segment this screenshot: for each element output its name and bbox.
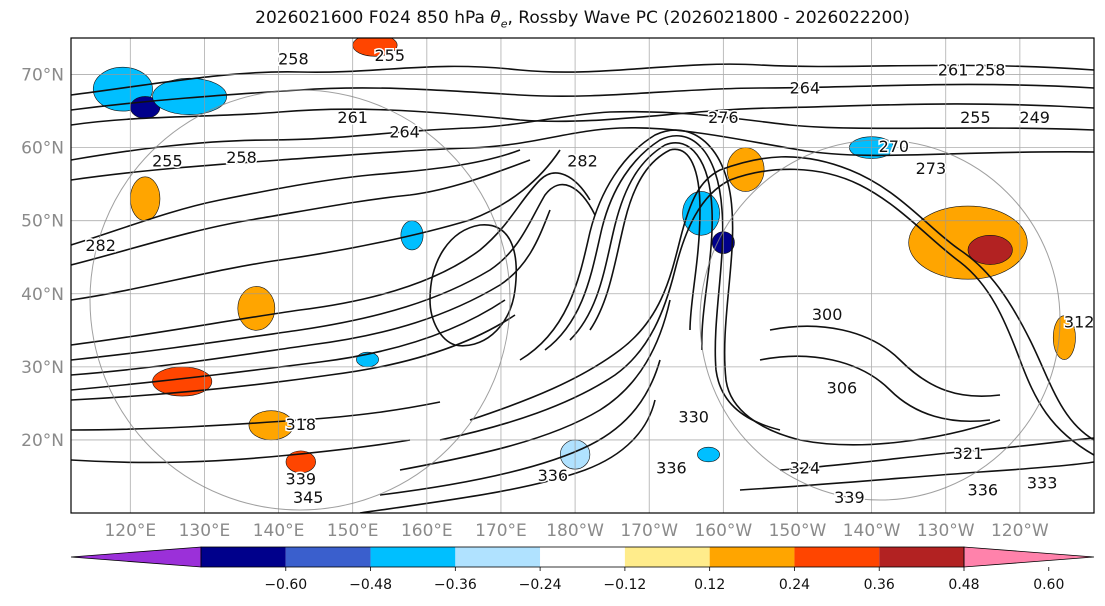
colorbar-segment (370, 547, 456, 567)
colorbar-over-arrow (963, 546, 1095, 568)
contour-label: 255 (960, 108, 991, 127)
colorbar-segment (709, 547, 795, 567)
contour-label: 255 (374, 46, 405, 65)
lon-tick-label: 140°E (253, 521, 305, 541)
projection-circles (89, 89, 1061, 511)
contour-label: 282 (567, 152, 598, 171)
latitude-ticks: 70°N 60°N 50°N 40°N 30°N 20°N (21, 66, 64, 451)
contour-label: 339 (834, 488, 865, 507)
colorbar-tick-label: −0.48 (349, 577, 392, 593)
contour-label: 255 (152, 152, 183, 171)
colorbar-tick-label: −0.36 (434, 577, 477, 593)
contour-label: 273 (916, 159, 947, 178)
lon-tick-label: 140°W (843, 521, 901, 541)
anomaly-patch-9 (1052, 315, 1076, 360)
colorbar-segment (794, 547, 880, 567)
figure-title: 2026021600 F024 850 hPa θe, Rossby Wave … (0, 8, 1105, 30)
contour-label: 336 (968, 481, 999, 500)
contour-label: 261 (938, 60, 969, 79)
lon-tick-label: 120°E (104, 521, 156, 541)
contour-label: 345 (293, 488, 324, 507)
lon-tick-label: 120°W (991, 521, 1049, 541)
colorbar-tick-label: 0.48 (948, 577, 979, 593)
anomaly-patch-6 (726, 147, 765, 192)
contour-label: 270 (879, 137, 910, 156)
colorbar-tick-label: 0.24 (779, 577, 810, 593)
contour-label: 282 (85, 236, 116, 255)
anomaly-patch-8 (967, 235, 1013, 265)
contour-label: 321 (953, 444, 984, 463)
contour-label: 312 (1064, 313, 1095, 332)
colorbar-under-arrow (70, 546, 202, 568)
colorbar-segment (879, 547, 964, 567)
contour-labels: 258 255 261 264 258 255 282 282 276 264 261 258 255 2… (84, 44, 1095, 508)
colorbar-tick-label: −0.12 (603, 577, 646, 593)
contour-label: 264 (790, 79, 821, 98)
anomaly-patch-0 (130, 176, 161, 221)
longitude-ticks: 120°E 130°E 140°E 150°E 160°E 170°E 180°W 170°W… (104, 521, 1048, 541)
contour-label: 249 (1019, 108, 1050, 127)
lat-tick-label: 20°N (21, 431, 64, 451)
contour-label: 258 (278, 49, 309, 68)
map-frame (70, 37, 1095, 514)
lon-tick-label: 130°E (179, 521, 231, 541)
lon-tick-label: 170°W (620, 521, 678, 541)
colorbar-segment (455, 547, 541, 567)
contour-label: 324 (790, 459, 821, 478)
title-theta-subscript: e (500, 17, 508, 31)
lat-tick-label: 30°N (21, 358, 64, 378)
lon-tick-label: 180°W (546, 521, 604, 541)
map-area: 258 255 261 264 258 255 282 282 276 264 261 258 255 2… (71, 38, 1095, 513)
contour-label: 264 (389, 123, 420, 142)
contour-label: 276 (708, 108, 739, 127)
colorbar-tick-label: −0.24 (519, 577, 562, 593)
anomaly-patch-1 (237, 286, 276, 331)
lon-tick-label: 150°W (769, 521, 827, 541)
lat-tick-label: 60°N (21, 139, 64, 159)
contour-label: 333 (1027, 473, 1058, 492)
lat-tick-label: 40°N (21, 285, 64, 305)
theta-anomaly-shading (92, 38, 1076, 474)
lon-tick-label: 160°E (401, 521, 453, 541)
contour-label: 318 (286, 415, 317, 434)
contour-label: 300 (812, 305, 843, 324)
contour-label: 261 (337, 108, 368, 127)
colorbar-segment (285, 547, 371, 567)
map-background (71, 38, 1094, 513)
title-theta-symbol: θ (490, 8, 501, 28)
anomaly-patch-18 (697, 446, 720, 463)
contour-label: 336 (656, 459, 687, 478)
lon-tick-label: 170°E (475, 521, 527, 541)
lon-tick-label: 130°W (917, 521, 975, 541)
title-suffix: , Rossby Wave PC (2026021800 - 202602220… (507, 8, 910, 28)
contour-label: 258 (226, 148, 257, 167)
colorbar-segment (624, 547, 710, 567)
colorbar-segment (540, 547, 625, 567)
theta-e-contours (71, 63, 1094, 513)
colorbar-tick-label: 0.60 (1033, 577, 1064, 593)
colorbar-segment (201, 547, 286, 567)
anomaly-patch-4 (285, 450, 316, 474)
colorbar-tick-label: −0.60 (264, 577, 307, 593)
contour-label: 330 (678, 408, 709, 427)
contour-label: 306 (827, 378, 858, 397)
contour-label: 258 (975, 60, 1006, 79)
title-prefix: 2026021600 F024 850 hPa (255, 8, 491, 28)
colorbar-tick-label: 0.12 (694, 577, 725, 593)
colorbar-tick-label: 0.36 (864, 577, 895, 593)
lon-tick-label: 160°W (694, 521, 752, 541)
colorbar: −0.60 −0.48 −0.36 −0.24 −0.12 0.12 0.24 0.36 0.4… (70, 546, 1095, 593)
contour-label: 336 (538, 466, 569, 485)
colorbar-frame (200, 546, 965, 568)
lon-tick-label: 150°E (327, 521, 379, 541)
lat-tick-label: 70°N (21, 66, 64, 86)
lat-tick-label: 50°N (21, 212, 64, 232)
graticule (71, 38, 1094, 513)
contour-label: 339 (286, 470, 317, 489)
